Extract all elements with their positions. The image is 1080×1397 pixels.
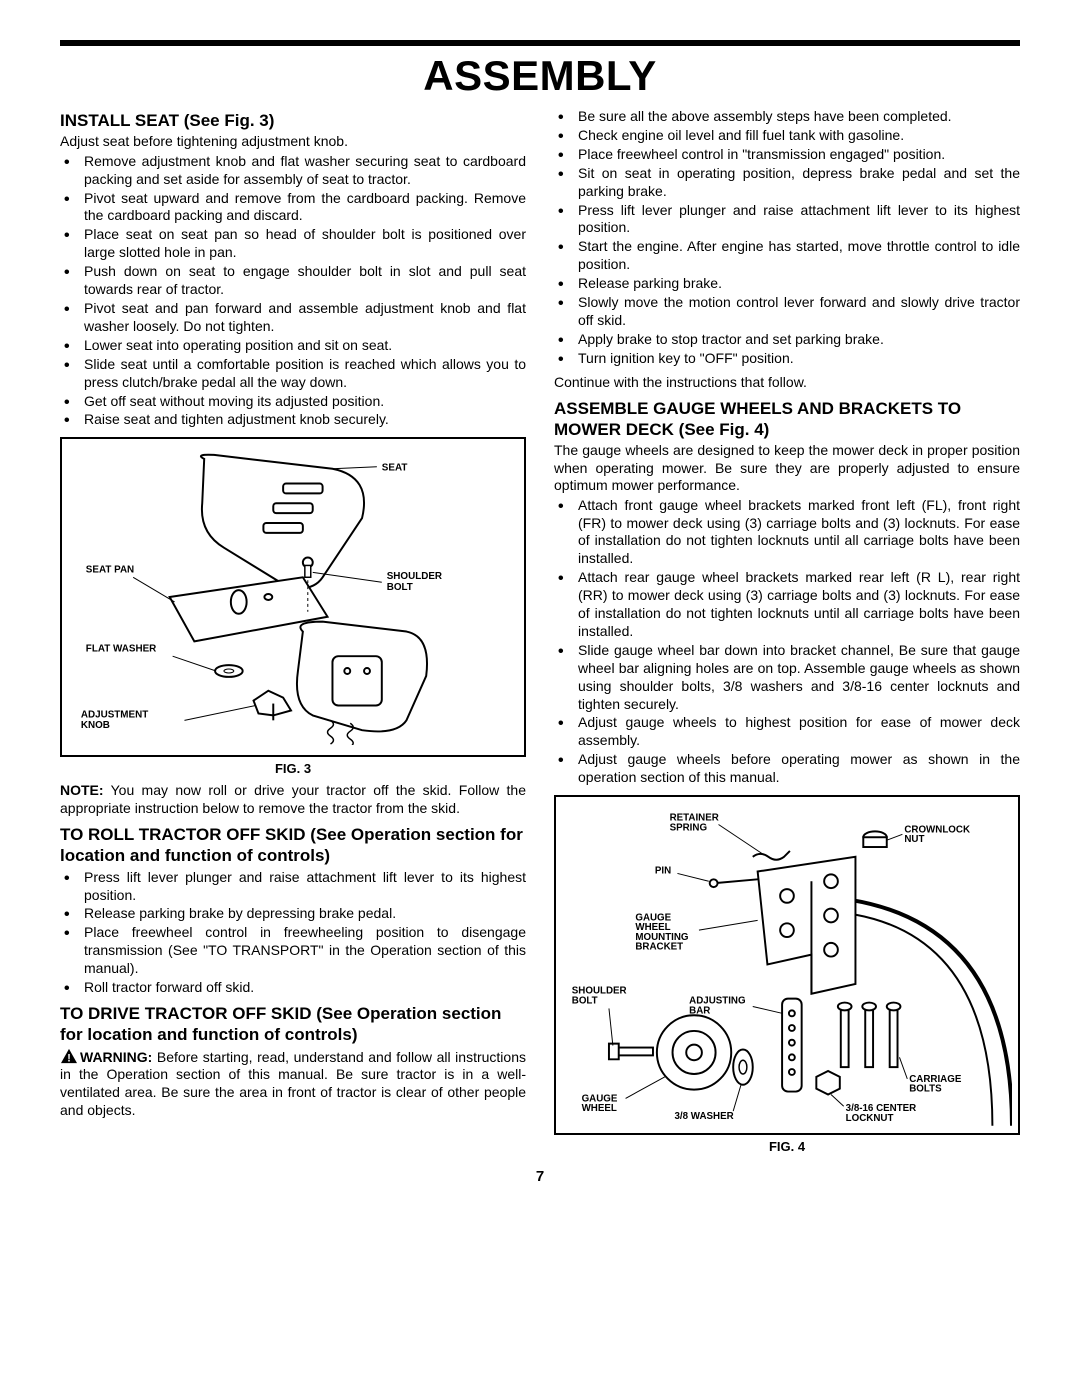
svg-text:3/8 WASHER: 3/8 WASHER [674,1111,733,1122]
bullet: Start the engine. After engine has start… [554,238,1020,274]
bullet: Slide gauge wheel bar down into bracket … [554,642,1020,714]
bullet: Be sure all the above assembly steps hav… [554,108,1020,126]
install-seat-heading: INSTALL SEAT (See Fig. 3) [60,110,526,131]
figure-4-svg: RETAINERSPRING CROWNLOCKNUT PIN GAUGEWHE… [562,803,1012,1126]
note-body: You may now roll or drive your tractor o… [60,782,526,816]
bullet: Slowly move the motion control lever for… [554,294,1020,330]
gauge-wheels-bullets: Attach front gauge wheel brackets marked… [554,497,1020,788]
bullet: Place freewheel control in freewheeling … [60,924,526,978]
bullet: Pivot seat upward and remove from the ca… [60,190,526,226]
bullet: Sit on seat in operating position, depre… [554,165,1020,201]
bullet: Adjust gauge wheels to highest position … [554,714,1020,750]
gauge-wheels-intro: The gauge wheels are designed to keep th… [554,442,1020,495]
roll-tractor-heading: TO ROLL TRACTOR OFF SKID (See Operation … [60,824,526,867]
bullet: Check engine oil level and fill fuel tan… [554,127,1020,145]
svg-text:3/8-16 CENTERLOCKNUT: 3/8-16 CENTERLOCKNUT [846,1103,917,1124]
bullet: Slide seat until a comfortable position … [60,356,526,392]
fig3-label-seat-pan: SEAT PAN [86,565,134,576]
bullet: Release parking brake. [554,275,1020,293]
two-column-layout: INSTALL SEAT (See Fig. 3) Adjust seat be… [60,108,1020,1160]
bullet: Attach rear gauge wheel brackets marked … [554,569,1020,641]
bullet: Lower seat into operating position and s… [60,337,526,355]
warning-label: WARNING: [80,1049,152,1065]
bullet: Roll tractor forward off skid. [60,979,526,997]
gauge-wheels-heading: ASSEMBLE GAUGE WHEELS AND BRACKETS TO MO… [554,398,1020,441]
bullet: Turn ignition key to "OFF" position. [554,350,1020,368]
fig3-label-seat: SEAT [382,463,408,474]
right-column: Be sure all the above assembly steps hav… [554,108,1020,1160]
bullet: Remove adjustment knob and flat washer s… [60,153,526,189]
page-title: ASSEMBLY [60,52,1020,100]
note-label: NOTE: [60,782,104,798]
svg-text:GAUGEWHEELMOUNTINGBRACKET: GAUGEWHEELMOUNTINGBRACKET [635,912,688,952]
install-seat-intro: Adjust seat before tightening adjustment… [60,133,526,151]
bullet: Place seat on seat pan so head of should… [60,226,526,262]
bullet: Place freewheel control in "transmission… [554,146,1020,164]
bullet: Press lift lever plunger and raise attac… [554,202,1020,238]
svg-text:RETAINERSPRING: RETAINERSPRING [670,813,719,834]
figure-3-svg: SEAT SEAT PAN SHOULDERBOLT FLAT WASHER A… [72,449,514,745]
drive-tractor-heading: TO DRIVE TRACTOR OFF SKID (See Operation… [60,1003,526,1046]
figure-3-box: SEAT SEAT PAN SHOULDERBOLT FLAT WASHER A… [60,437,526,757]
bullet: Attach front gauge wheel brackets marked… [554,497,1020,569]
roll-tractor-bullets: Press lift lever plunger and raise attac… [60,869,526,997]
note-text: NOTE: You may now roll or drive your tra… [60,782,526,818]
svg-text:CROWNLOCKNUT: CROWNLOCKNUT [904,824,970,845]
fig3-label-flat-washer: FLAT WASHER [86,644,156,655]
svg-text:SHOULDERBOLT: SHOULDERBOLT [572,986,627,1007]
warning-paragraph: ! WARNING: Before starting, read, unders… [60,1048,526,1121]
bullet: Get off seat without moving its adjusted… [60,393,526,411]
svg-text:PIN: PIN [655,866,671,877]
bullet: Press lift lever plunger and raise attac… [60,869,526,905]
fig3-label-adj-knob: ADJUSTMENTKNOB [81,710,148,732]
svg-text:CARRIAGEBOLTS: CARRIAGEBOLTS [909,1074,962,1095]
left-column: INSTALL SEAT (See Fig. 3) Adjust seat be… [60,108,526,1160]
continue-text: Continue with the instructions that foll… [554,374,1020,392]
bullet: Release parking brake by depressing brak… [60,905,526,923]
fig3-label-shoulder: SHOULDERBOLT [387,572,442,594]
bullet: Raise seat and tighten adjustment knob s… [60,411,526,429]
fig4-caption: FIG. 4 [554,1139,1020,1154]
svg-text:GAUGEWHEEL: GAUGEWHEEL [582,1093,618,1114]
fig3-caption: FIG. 3 [60,761,526,776]
bullet: Push down on seat to engage shoulder bol… [60,263,526,299]
right-bullets-1: Be sure all the above assembly steps hav… [554,108,1020,368]
svg-text:ADJUSTINGBAR: ADJUSTINGBAR [689,996,745,1017]
bullet: Apply brake to stop tractor and set park… [554,331,1020,349]
warning-icon: ! [60,1048,78,1064]
figure-4-box: RETAINERSPRING CROWNLOCKNUT PIN GAUGEWHE… [554,795,1020,1135]
svg-text:!: ! [67,1052,71,1064]
page-number: 7 [60,1168,1020,1185]
bullet: Adjust gauge wheels before operating mow… [554,751,1020,787]
install-seat-bullets: Remove adjustment knob and flat washer s… [60,153,526,430]
bullet: Pivot seat and pan forward and assemble … [60,300,526,336]
top-rule [60,40,1020,46]
